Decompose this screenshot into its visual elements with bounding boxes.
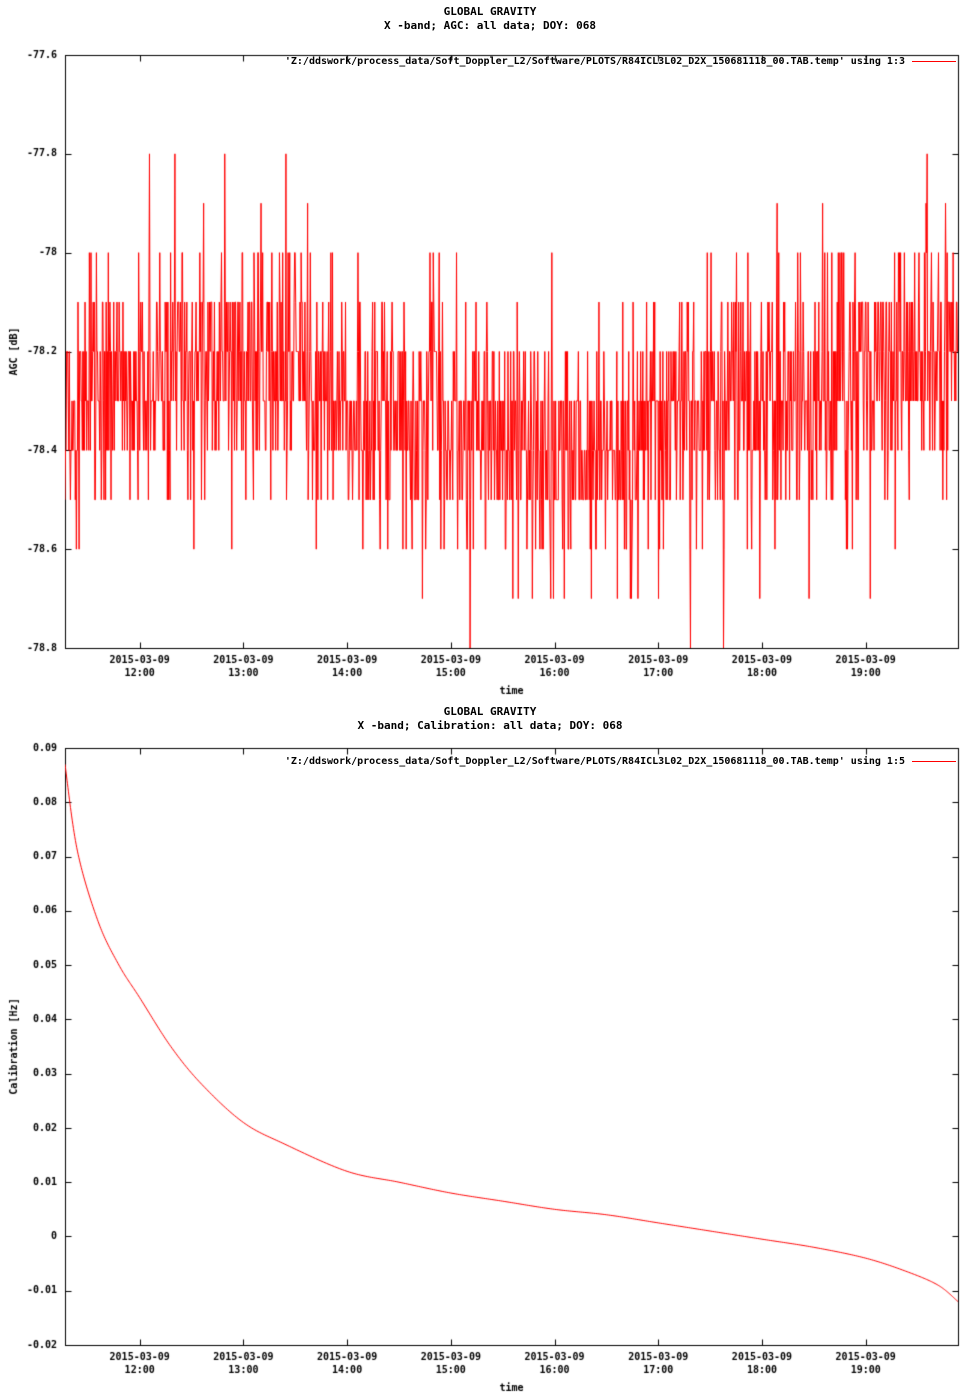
calibration-legend-label: 'Z:/ddswork/process_data/Soft_Doppler_L2… <box>284 756 905 767</box>
agc-chart-panel: GLOBAL GRAVITY X -band; AGC: all data; D… <box>0 0 980 700</box>
calibration-chart-subtitle: X -band; Calibration: all data; DOY: 068 <box>357 719 623 732</box>
agc-legend: 'Z:/ddswork/process_data/Soft_Doppler_L2… <box>285 56 956 67</box>
agc-plot-canvas <box>0 0 980 700</box>
calibration-legend-line-sample <box>912 761 956 762</box>
calibration-legend: 'Z:/ddswork/process_data/Soft_Doppler_L2… <box>285 756 956 767</box>
agc-legend-label: 'Z:/ddswork/process_data/Soft_Doppler_L2… <box>284 56 905 67</box>
calibration-plot-canvas <box>0 700 980 1400</box>
agc-chart-title: GLOBAL GRAVITY <box>443 5 537 18</box>
agc-legend-line-sample <box>912 61 956 62</box>
calibration-chart-title: GLOBAL GRAVITY <box>443 705 537 718</box>
calibration-chart-panel: GLOBAL GRAVITY X -band; Calibration: all… <box>0 700 980 1400</box>
agc-chart-subtitle: X -band; AGC: all data; DOY: 068 <box>384 19 596 32</box>
